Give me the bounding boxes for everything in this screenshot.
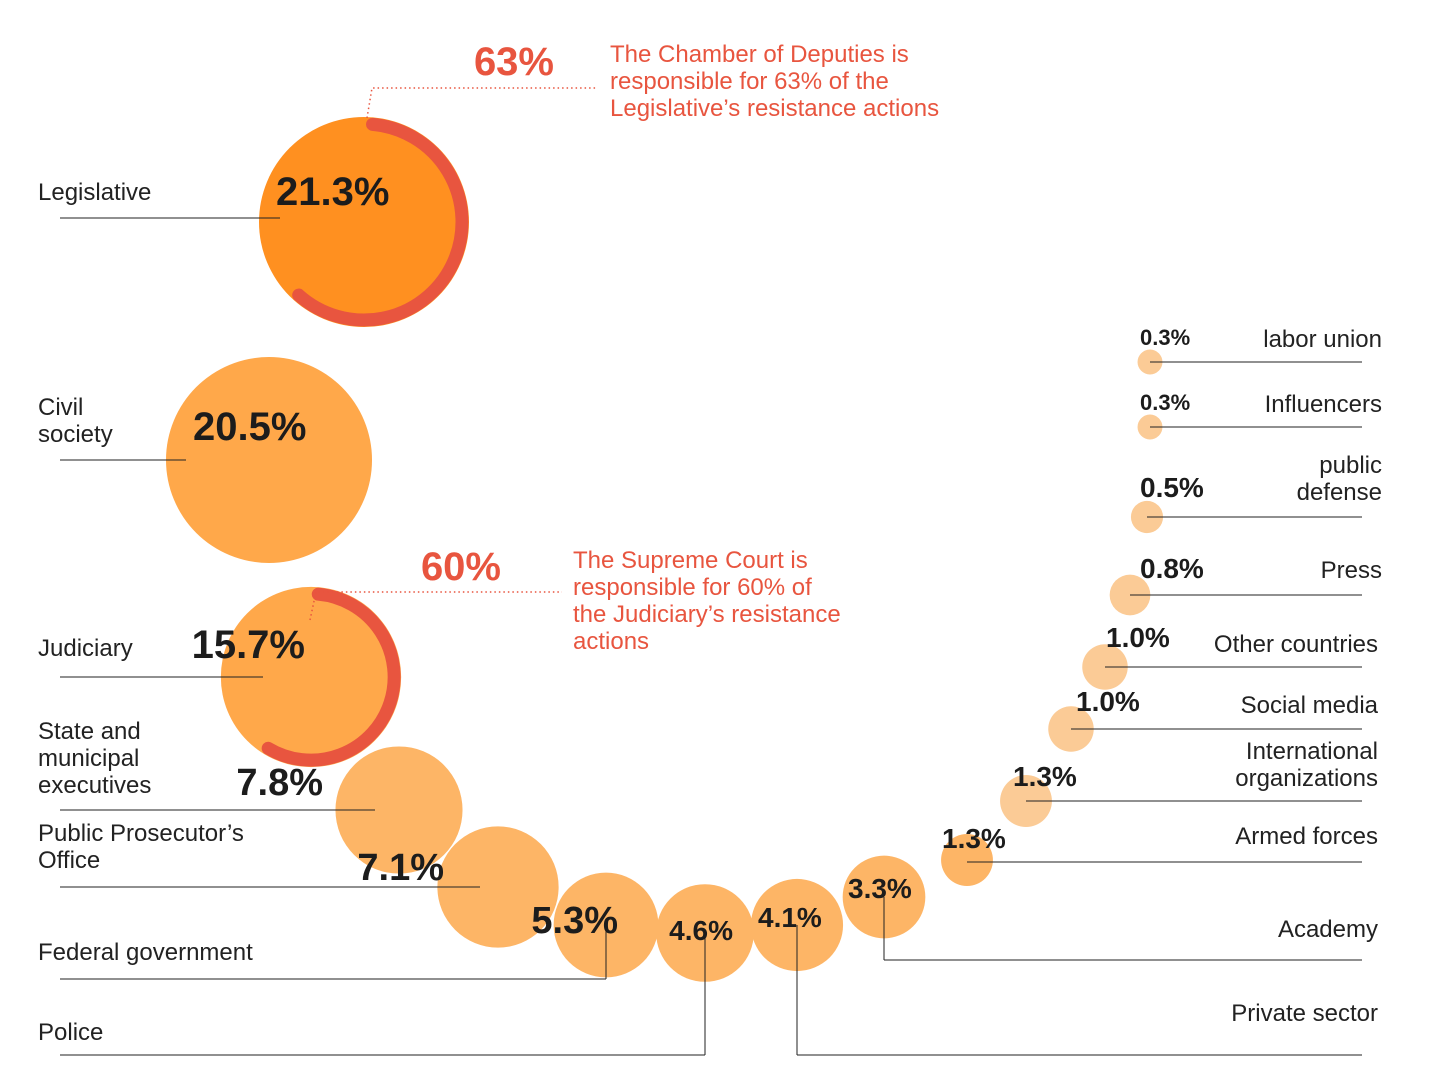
annotation-text-line: The Chamber of Deputies is <box>610 41 909 68</box>
annotation-text-line: The Supreme Court is <box>573 547 808 574</box>
annotation-text-0: The Chamber of Deputies is responsible fo… <box>610 41 939 122</box>
annotation-text-line: actions <box>573 628 649 655</box>
bubble-public-prosecutor-s-office <box>437 826 559 948</box>
category-label-international-organizations: organizations <box>1235 765 1378 792</box>
category-label-state-and-municipal-executives: executives <box>38 772 151 799</box>
category-label-labor-union: labor union <box>1263 326 1382 353</box>
category-label-public-prosecutor-s-office: Office <box>38 847 100 874</box>
category-label-press: Press <box>1321 557 1382 584</box>
category-label-state-and-municipal-executives: municipal <box>38 745 139 772</box>
bubble-judiciary <box>220 586 402 768</box>
bubble-civil-society <box>165 356 373 564</box>
category-label-public-prosecutor-s-office: Public Prosecutor’s <box>38 820 244 847</box>
highlight-arc-0 <box>292 117 469 327</box>
category-label-social-media: Social media <box>1241 692 1379 719</box>
category-label-federal-government: Federal government <box>38 939 253 966</box>
category-label-influencers: Influencers <box>1265 391 1382 418</box>
bubble-state-and-municipal-executives <box>335 746 463 874</box>
value-label-social-media: 1.0% <box>1076 686 1140 717</box>
category-label-civil-society: society <box>38 421 113 448</box>
value-label-police: 4.6% <box>669 915 733 946</box>
category-label-public-defense: public <box>1319 452 1382 479</box>
category-label-civil-society: Civil <box>38 394 83 421</box>
value-label-armed-forces: 1.3% <box>942 823 1006 854</box>
annotation-text-line: Legislative’s resistance actions <box>610 95 939 122</box>
value-label-legislative: 21.3% <box>276 170 389 214</box>
bubble-legislative <box>259 117 469 327</box>
value-label-public-prosecutor-s-office: 7.1% <box>357 847 444 889</box>
category-label-academy: Academy <box>1278 916 1378 943</box>
value-label-federal-government: 5.3% <box>531 900 618 942</box>
annotation-text-line: the Judiciary’s resistance <box>573 601 841 628</box>
value-label-private-sector: 4.1% <box>758 902 822 933</box>
category-label-state-and-municipal-executives: State and <box>38 718 141 745</box>
category-label-legislative: Legislative <box>38 179 151 206</box>
category-label-armed-forces: Armed forces <box>1235 823 1378 850</box>
category-label-public-defense: defense <box>1297 479 1382 506</box>
annotation-connector-0 <box>366 87 597 119</box>
category-label-international-organizations: International <box>1246 738 1378 765</box>
value-label-press: 0.8% <box>1140 553 1204 584</box>
value-label-international-organizations: 1.3% <box>1013 761 1077 792</box>
category-label-private-sector: Private sector <box>1231 1000 1378 1027</box>
value-label-public-defense: 0.5% <box>1140 472 1204 503</box>
value-label-academy: 3.3% <box>848 873 912 904</box>
category-label-other-countries: Other countries <box>1214 631 1378 658</box>
annotation-text-1: The Supreme Court is responsible for 60% … <box>573 547 841 655</box>
category-label-police: Police <box>38 1019 103 1046</box>
value-label-other-countries: 1.0% <box>1106 622 1170 653</box>
annotation-text-line: responsible for 60% of <box>573 574 812 601</box>
annotation-share-0: 63% <box>474 40 554 84</box>
value-label-civil-society: 20.5% <box>193 405 306 449</box>
bubble-armed-forces <box>941 834 993 886</box>
highlight-arc-1 <box>261 587 401 767</box>
category-label-judiciary: Judiciary <box>38 635 133 662</box>
annotation-text-line: responsible for 63% of the <box>610 68 889 95</box>
value-label-labor-union: 0.3% <box>1140 325 1190 350</box>
value-label-state-and-municipal-executives: 7.8% <box>236 762 323 804</box>
value-label-influencers: 0.3% <box>1140 390 1190 415</box>
value-label-judiciary: 15.7% <box>192 623 305 667</box>
annotation-connector-1 <box>309 591 562 621</box>
annotation-share-1: 60% <box>421 545 501 589</box>
